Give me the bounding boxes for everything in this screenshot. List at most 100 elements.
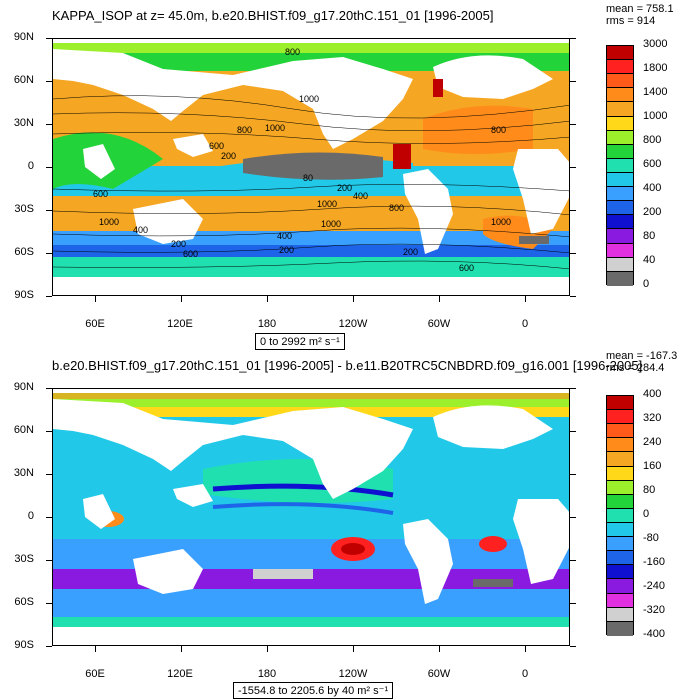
- y-tick: [46, 474, 52, 475]
- y-tick: [46, 603, 52, 604]
- colorbar-swatch: [607, 537, 633, 552]
- contour-label: 400: [277, 231, 292, 241]
- colorbar-swatch: [607, 257, 633, 272]
- contour-label: 1000: [299, 94, 319, 104]
- lat-label: 0: [27, 160, 34, 172]
- y-tick: [570, 124, 576, 125]
- contour-label: 600: [183, 249, 198, 259]
- colorbar-label: 160: [643, 460, 662, 472]
- contour-label: 200: [403, 247, 418, 257]
- y-tick: [46, 81, 52, 82]
- lat-label: 0: [27, 510, 34, 522]
- colorbar-swatch: [607, 607, 633, 622]
- panel2-colorbar: [606, 395, 634, 636]
- y-tick: [570, 296, 576, 297]
- colorbar-swatch: [607, 271, 633, 286]
- colorbar-label: 0: [643, 508, 650, 520]
- colorbar-swatch: [607, 172, 633, 188]
- y-tick: [46, 210, 52, 211]
- contour-label: 800: [389, 203, 404, 213]
- colorbar-swatch: [607, 396, 633, 411]
- panel2-range: -1554.8 to 2205.6 by 40 m² s⁻¹: [233, 682, 394, 699]
- colorbar-label: 3000: [643, 38, 668, 50]
- lat-label: 90N: [13, 381, 34, 393]
- lat-label: 60N: [13, 424, 34, 436]
- colorbar-swatch: [607, 508, 633, 523]
- lat-label: 30S: [14, 203, 34, 215]
- colorbar-label: 320: [643, 412, 662, 424]
- y-tick: [570, 167, 576, 168]
- x-tick: [353, 296, 354, 302]
- panel1-map: 800 1000 800 1000 600 200 80 200 400 800…: [52, 38, 570, 296]
- colorbar-swatch: [607, 494, 633, 509]
- contour-label: 800: [285, 47, 300, 57]
- x-tick: [181, 296, 182, 302]
- y-tick: [570, 388, 576, 389]
- colorbar-swatch: [607, 243, 633, 258]
- colorbar-swatch: [607, 187, 633, 202]
- contour-label: 400: [133, 225, 148, 235]
- colorbar-label: 40: [643, 254, 656, 266]
- colorbar-swatch: [607, 452, 633, 467]
- y-tick: [46, 253, 52, 254]
- contour-label: 200: [337, 183, 352, 193]
- lat-label: 30N: [13, 117, 34, 129]
- colorbar-swatch: [607, 410, 633, 425]
- lat-label: 90S: [14, 639, 34, 651]
- y-tick: [570, 474, 576, 475]
- lat-label: 90N: [13, 31, 34, 43]
- y-tick: [570, 81, 576, 82]
- colorbar-label: -80: [643, 532, 659, 544]
- colorbar-label: 240: [643, 436, 662, 448]
- colorbar-swatch: [607, 480, 633, 495]
- colorbar-swatch: [607, 130, 633, 145]
- contour-label: 800: [491, 125, 506, 135]
- lon-label: 60W: [427, 318, 451, 330]
- y-tick: [46, 124, 52, 125]
- colorbar-label: 200: [643, 206, 662, 218]
- colorbar-label: 400: [643, 182, 662, 194]
- panel2-mean: mean = -167.3: [606, 350, 678, 362]
- panel1-mean: mean = 758.1: [606, 3, 674, 15]
- lon-label: 120W: [338, 668, 368, 680]
- colorbar-label: 1800: [643, 62, 668, 74]
- colorbar-swatch: [607, 201, 633, 216]
- panel2-map: [52, 388, 570, 646]
- colorbar-swatch: [607, 102, 633, 117]
- lon-label: 60E: [85, 318, 105, 330]
- contour-label: 1000: [99, 217, 119, 227]
- y-tick: [570, 603, 576, 604]
- y-tick: [46, 38, 52, 39]
- panel2-rms: rms = 284.4: [606, 362, 665, 374]
- colorbar-label: 1400: [643, 86, 668, 98]
- contour-label: 600: [459, 263, 474, 273]
- x-tick: [353, 646, 354, 652]
- colorbar-label: 800: [643, 134, 662, 146]
- contour-label: 80: [303, 173, 313, 183]
- colorbar-swatch: [607, 522, 633, 538]
- colorbar-swatch: [607, 621, 633, 636]
- x-tick: [95, 646, 96, 652]
- contour-label: 200: [221, 151, 236, 161]
- colorbar-swatch: [607, 215, 633, 230]
- colorbar-swatch: [607, 74, 633, 89]
- colorbar-label: 0: [643, 278, 650, 290]
- y-tick: [46, 388, 52, 389]
- lon-label: 180: [257, 318, 277, 330]
- colorbar-label: 80: [643, 484, 656, 496]
- x-tick: [181, 646, 182, 652]
- lon-label: 120E: [167, 668, 193, 680]
- lon-label: 120W: [338, 318, 368, 330]
- y-tick: [46, 296, 52, 297]
- colorbar-label: 400: [643, 388, 662, 400]
- x-tick: [439, 296, 440, 302]
- lat-label: 60N: [13, 74, 34, 86]
- colorbar-label: 600: [643, 158, 662, 170]
- y-tick: [570, 210, 576, 211]
- colorbar-swatch: [607, 60, 633, 75]
- difference-panel: b.e20.BHIST.f09_g17.20thC.151_01 [1996-2…: [0, 350, 700, 700]
- y-tick: [46, 646, 52, 647]
- panel1-title: KAPPA_ISOP at z= 45.0m, b.e20.BHIST.f09_…: [52, 8, 494, 23]
- colorbar-swatch: [607, 88, 633, 103]
- lon-label: 60E: [85, 668, 105, 680]
